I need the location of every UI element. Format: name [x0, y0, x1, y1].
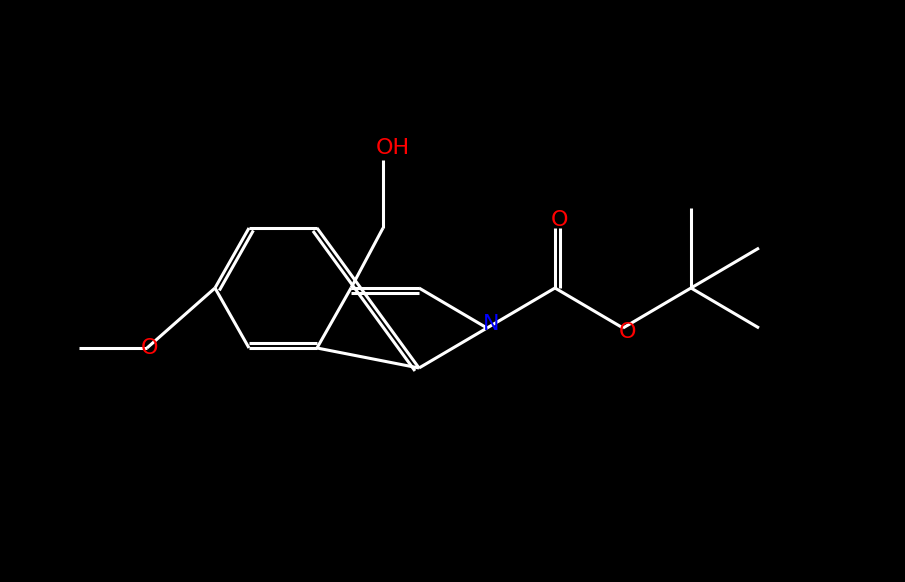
- Text: O: O: [618, 322, 635, 342]
- Text: O: O: [140, 338, 157, 358]
- Text: O: O: [550, 210, 567, 230]
- Text: N: N: [482, 314, 500, 334]
- Text: OH: OH: [376, 138, 410, 158]
